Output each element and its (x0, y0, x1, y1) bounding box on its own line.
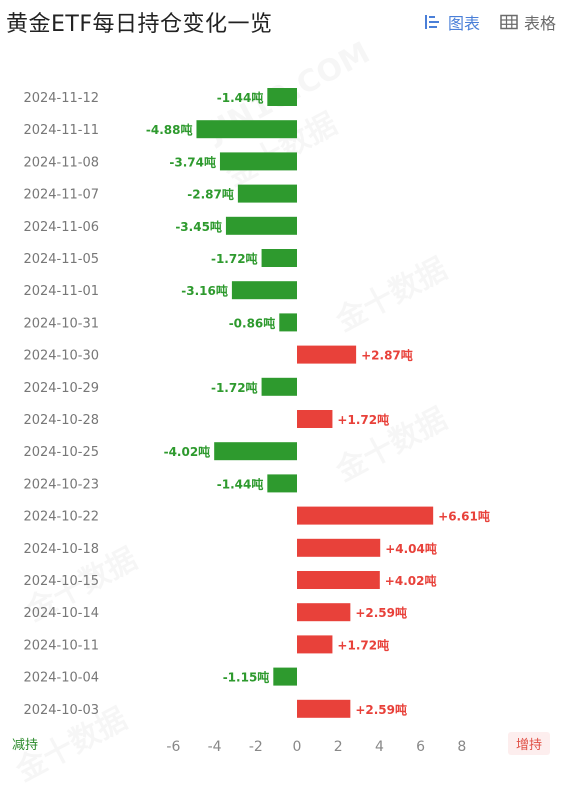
bar (297, 571, 380, 589)
category-label: 2024-10-03 (23, 703, 99, 718)
x-tick-label: 8 (457, 739, 466, 755)
chart-view-label: 图表 (447, 14, 480, 33)
view-switcher: 图表 表格 (424, 10, 556, 34)
decrease-label: 减持 (12, 738, 39, 753)
x-tick-label: 2 (334, 739, 343, 755)
bar (297, 410, 333, 428)
bar (297, 538, 381, 557)
table-view-button[interactable]: 表格 (500, 10, 556, 34)
category-label: 2024-11-12 (23, 91, 99, 106)
data-label: -0.86吨 (229, 315, 276, 330)
bar (267, 88, 297, 106)
bar (267, 474, 297, 493)
bar (297, 603, 351, 622)
bar (297, 699, 351, 718)
category-label: 2024-10-29 (23, 381, 99, 396)
bar (225, 216, 297, 235)
bar (273, 667, 297, 686)
category-label: 2024-11-05 (23, 252, 99, 267)
category-label: 2024-10-04 (23, 671, 99, 686)
bar-chart: 2024-11-12 -1.44吨 2024-11-11 -4.88吨 2024-11-… (23, 88, 490, 755)
table-icon (500, 14, 518, 30)
bar (231, 281, 297, 300)
category-label: 2024-11-08 (23, 155, 99, 170)
data-label: -1.72吨 (211, 380, 258, 395)
x-tick-label: 0 (293, 739, 302, 755)
x-tick-label: -4 (208, 739, 222, 755)
data-label: +6.61吨 (438, 509, 490, 524)
category-label: 2024-11-11 (23, 123, 99, 138)
data-label: +1.72吨 (337, 412, 389, 427)
bar (297, 635, 333, 654)
data-label: +1.72吨 (337, 637, 389, 652)
bar (261, 249, 297, 267)
category-label: 2024-10-30 (23, 349, 99, 364)
data-label: -3.45吨 (175, 219, 222, 234)
bar (297, 506, 434, 525)
category-label: 2024-10-11 (23, 638, 99, 653)
category-label: 2024-11-07 (23, 188, 99, 203)
data-label: -1.72吨 (211, 251, 258, 266)
category-label: 2024-10-28 (23, 413, 99, 428)
increase-label: 增持 (507, 732, 550, 755)
x-tick-label: -2 (249, 739, 263, 755)
x-tick-label: 6 (416, 739, 425, 755)
data-label: +2.87吨 (361, 348, 413, 363)
category-label: 2024-10-22 (23, 510, 99, 525)
data-label: +2.59吨 (355, 605, 407, 620)
category-label: 2024-10-15 (23, 574, 99, 589)
chart-view-button[interactable]: 图表 (424, 10, 480, 34)
bar (237, 184, 297, 203)
category-label: 2024-10-18 (23, 542, 99, 557)
bar (196, 120, 297, 139)
category-label: 2024-11-06 (23, 220, 99, 235)
bar (279, 313, 297, 332)
category-label: 2024-10-23 (23, 477, 99, 492)
data-label: -4.88吨 (146, 122, 193, 137)
category-label: 2024-10-31 (23, 316, 99, 331)
category-label: 2024-10-14 (23, 606, 99, 621)
data-label: -1.44吨 (217, 476, 264, 491)
bar (214, 442, 297, 461)
data-label: -3.16吨 (181, 283, 228, 298)
bar (261, 377, 297, 396)
bar (297, 345, 357, 364)
data-label: -1.15吨 (223, 670, 270, 685)
data-label: +4.04吨 (385, 541, 437, 556)
x-tick-label: -6 (166, 739, 180, 755)
data-label: +4.02吨 (385, 573, 437, 588)
data-label: -2.87吨 (187, 187, 234, 202)
data-label: +2.59吨 (355, 702, 407, 717)
category-label: 2024-10-25 (23, 445, 99, 460)
data-label: -4.02吨 (164, 444, 211, 459)
data-label: -3.74吨 (169, 154, 216, 169)
data-label: -1.44吨 (217, 90, 264, 105)
x-tick-label: 4 (375, 739, 384, 755)
category-label: 2024-11-01 (23, 284, 99, 299)
page-title: 黄金ETF每日持仓变化一览 (6, 12, 273, 37)
bar-chart-icon (424, 15, 439, 29)
bar (219, 152, 297, 171)
table-view-label: 表格 (523, 14, 556, 33)
